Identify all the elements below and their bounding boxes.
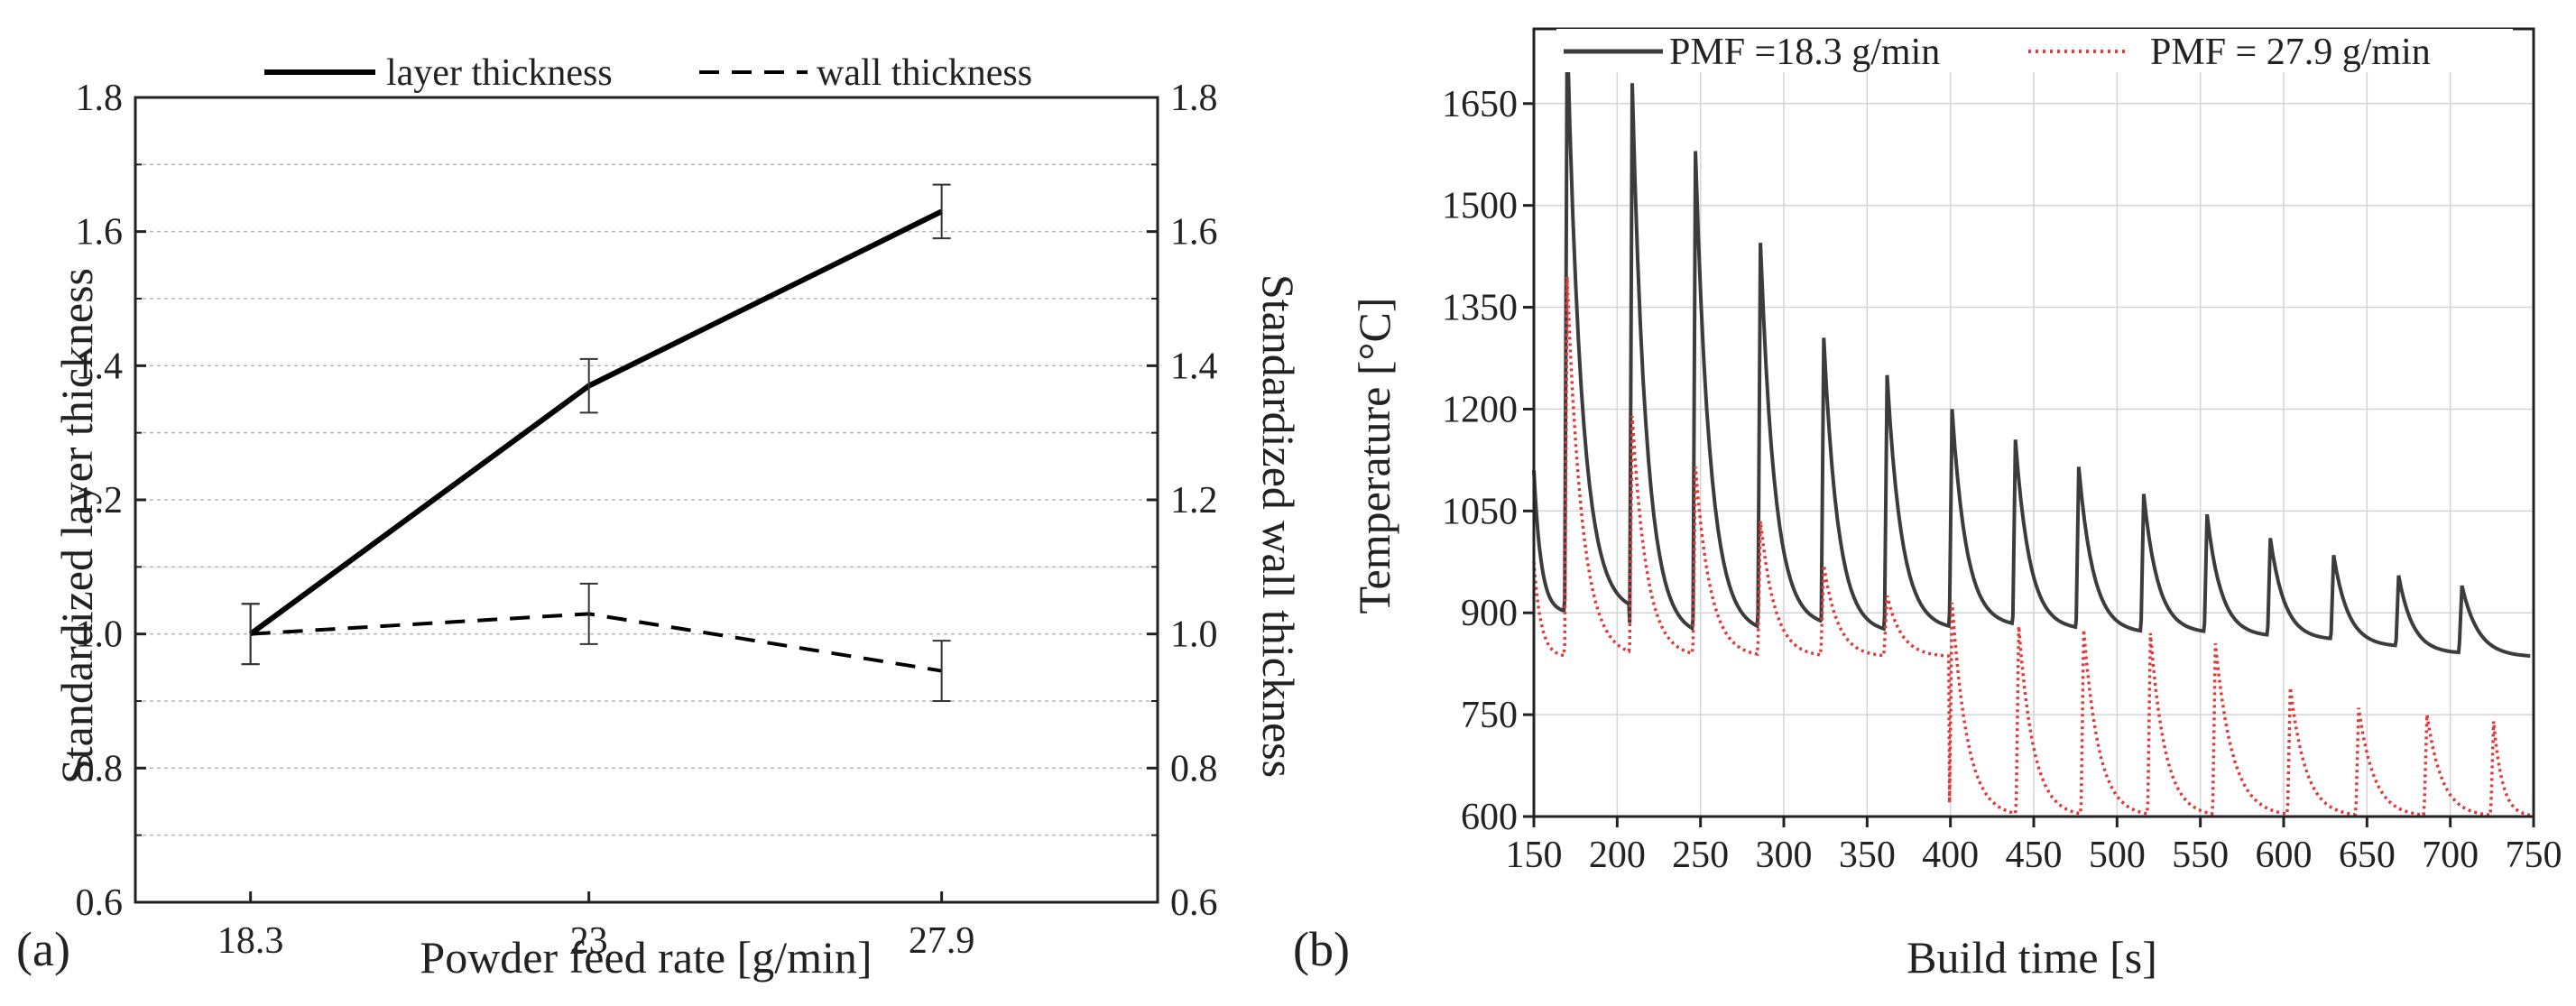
b-series-lines (1532, 28, 2531, 817)
b-y-tick-label: 750 (1461, 695, 1518, 736)
a-y-tick-labels: 0.6 0.8 1.0 1.2 1.4 1.6 1.8 (76, 78, 124, 924)
b-x-tick-label: 150 (1506, 835, 1563, 876)
a-y-tick-label: 1.2 (76, 480, 124, 521)
b-y-tick-label: 1650 (1442, 84, 1518, 125)
a-y-tick-label: 1.8 (76, 78, 124, 119)
b-y-tick-label: 1050 (1442, 491, 1518, 532)
b-legend-background (1556, 29, 2513, 72)
panel-label-b: (b) (1293, 922, 1350, 976)
b-series-line-0 (1532, 28, 2531, 658)
chart-a: 0.6 0.8 1.0 1.2 1.4 1.6 1.8 0.6 0.8 1.0 1.2 1.4 1.6… (16, 52, 1304, 983)
b-x-tick-label: 250 (1672, 835, 1729, 876)
a-x-axis-title: Powder feed rate [g/min] (420, 932, 872, 983)
a-y-tick-label: 0.8 (76, 748, 124, 789)
b-tick-marks (1523, 102, 2535, 827)
a-y2-axis-title: Standardized wall thickness (1253, 274, 1304, 778)
a-x-tick-label: 23 (570, 920, 608, 962)
b-x-tick-label: 350 (1839, 835, 1896, 876)
b-x-tick-label: 300 (1756, 835, 1813, 876)
b-x-tick-label: 500 (2089, 835, 2146, 876)
b-y-tick-label: 1350 (1442, 288, 1518, 329)
chart-b: 600 750 900 1050 1200 1350 1500 1650 150 200 250 3… (1293, 27, 2562, 983)
a-x-tick-labels: 18.3 23 27.9 (217, 920, 974, 962)
a-series-line-wall (250, 612, 942, 673)
a-x-tick-label: 27.9 (909, 920, 975, 962)
a-y2-tick-label: 0.6 (1170, 882, 1218, 924)
a-gridlines (135, 163, 1158, 836)
b-y-tick-label: 600 (1461, 797, 1518, 838)
b-x-tick-label: 700 (2422, 835, 2479, 876)
a-series-line-layer (248, 208, 943, 637)
a-y2-tick-label: 1.2 (1170, 480, 1218, 521)
a-x-tick-label: 18.3 (217, 920, 284, 962)
a-y-tick-label: 1.0 (76, 614, 124, 656)
b-x-tick-label: 650 (2339, 835, 2396, 876)
b-x-tick-label: 450 (2006, 835, 2063, 876)
a-error-bars (241, 183, 951, 702)
a-y2-tick-label: 1.8 (1170, 78, 1218, 119)
legend-label-pmf-27: PMF = 27.9 g/min (2150, 32, 2431, 73)
b-x-tick-label: 550 (2172, 835, 2229, 876)
a-y-tick-label: 1.6 (76, 212, 124, 254)
a-y2-tick-label: 1.0 (1170, 614, 1218, 656)
a-y-tick-label: 0.6 (76, 882, 124, 924)
b-y-tick-label: 1200 (1442, 389, 1518, 430)
b-x-tick-labels: 150 200 250 300 350 400 450 500 550 600 650 700 750 (1506, 835, 2562, 876)
b-x-tick-label: 200 (1589, 835, 1646, 876)
a-y2-tick-label: 0.8 (1170, 748, 1218, 789)
b-x-tick-label: 750 (2506, 835, 2562, 876)
a-y2-tick-label: 1.4 (1170, 346, 1218, 387)
panel-label-a: (a) (16, 922, 70, 976)
b-y-axis-title: Temperature [°C] (1349, 297, 1399, 614)
b-y-tick-label: 1500 (1442, 186, 1518, 227)
a-series-lines (248, 208, 943, 673)
a-y2-tick-labels: 0.6 0.8 1.0 1.2 1.4 1.6 1.8 (1170, 78, 1218, 924)
a-y2-tick-label: 1.6 (1170, 212, 1218, 254)
a-tick-marks (135, 96, 1158, 904)
a-y-axis-title: Standardized layer thickness (51, 268, 102, 784)
b-y-tick-labels: 600 750 900 1050 1200 1350 1500 1650 (1442, 84, 1518, 838)
legend-label-pmf-18: PMF =18.3 g/min (1669, 32, 1940, 73)
a-y-tick-label: 1.4 (76, 346, 124, 387)
b-x-tick-label: 600 (2256, 835, 2313, 876)
b-series-line-1 (1532, 276, 2531, 817)
legend-label-layer-thickness: layer thickness (386, 52, 613, 94)
b-y-tick-label: 900 (1461, 593, 1518, 634)
b-x-axis-title: Build time [s] (1907, 932, 2157, 983)
b-x-tick-label: 400 (1922, 835, 1979, 876)
legend-label-wall-thickness: wall thickness (817, 52, 1032, 94)
b-gridlines (1533, 29, 2534, 817)
